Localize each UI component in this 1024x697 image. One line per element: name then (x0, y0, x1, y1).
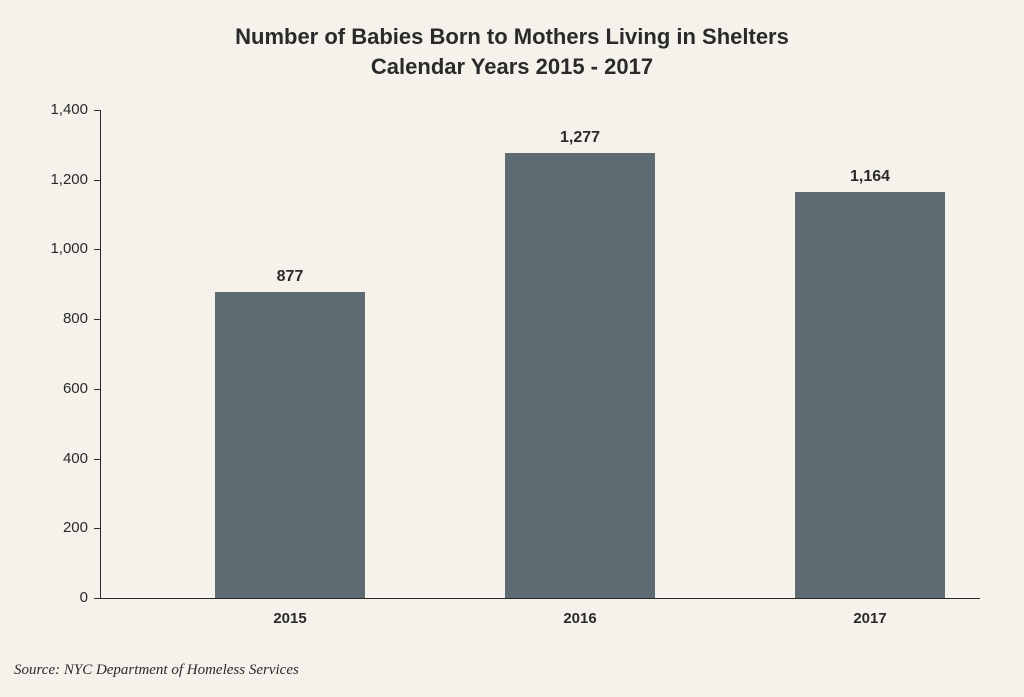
y-tick (94, 180, 100, 181)
y-tick (94, 528, 100, 529)
y-axis-label: 1,000 (28, 240, 88, 257)
y-axis-label: 1,400 (28, 101, 88, 118)
y-tick (94, 319, 100, 320)
chart-container: Number of Babies Born to Mothers Living … (0, 0, 1024, 697)
bar-value-label: 1,164 (775, 168, 965, 186)
chart-title-line2: Calendar Years 2015 - 2017 (0, 52, 1024, 82)
bar-value-label: 877 (195, 268, 385, 286)
bar (215, 292, 365, 598)
y-axis-label: 1,200 (28, 171, 88, 188)
bar-value-label: 1,277 (485, 129, 675, 147)
y-tick (94, 389, 100, 390)
y-axis-label: 200 (28, 519, 88, 536)
x-axis-line (100, 598, 980, 599)
y-axis-label: 400 (28, 450, 88, 467)
bar (795, 192, 945, 598)
y-axis-line (100, 110, 101, 598)
x-axis-label: 2015 (195, 610, 385, 627)
y-axis-label: 800 (28, 310, 88, 327)
bar (505, 153, 655, 598)
y-tick (94, 459, 100, 460)
chart-source: Source: NYC Department of Homeless Servi… (14, 662, 299, 679)
y-tick (94, 249, 100, 250)
chart-title-line1: Number of Babies Born to Mothers Living … (0, 22, 1024, 52)
y-tick (94, 598, 100, 599)
y-axis-label: 600 (28, 380, 88, 397)
x-axis-label: 2016 (485, 610, 675, 627)
chart-title: Number of Babies Born to Mothers Living … (0, 0, 1024, 81)
y-tick (94, 110, 100, 111)
plot-area: 02004006008001,0001,2001,40087720151,277… (100, 110, 980, 598)
y-axis-label: 0 (28, 589, 88, 606)
x-axis-label: 2017 (775, 610, 965, 627)
